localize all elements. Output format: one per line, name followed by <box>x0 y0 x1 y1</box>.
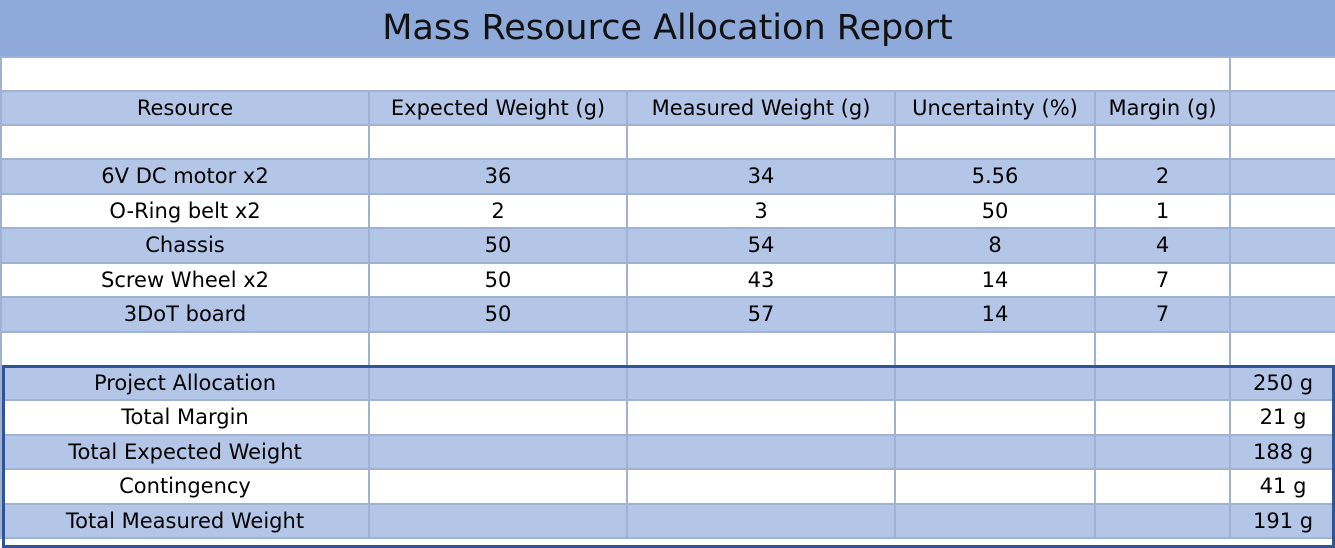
header-blank <box>1229 90 1335 126</box>
item-row: Chassis 50 54 8 4 <box>0 227 1335 264</box>
item-measured: 54 <box>626 227 896 264</box>
blank-cell <box>1093 330 1232 367</box>
item-resource: Chassis <box>0 227 370 264</box>
summary-label: Project Allocation <box>0 364 370 401</box>
item-blank <box>1229 261 1335 298</box>
summary-label: Total Expected Weight <box>0 433 370 470</box>
summary-blank <box>894 364 1096 401</box>
item-row: 3DoT board 50 57 14 7 <box>0 296 1335 333</box>
report-title-bar: Mass Resource Allocation Report <box>0 0 1335 56</box>
item-measured: 57 <box>626 296 896 333</box>
blank-cell <box>1229 56 1335 92</box>
blank-cell <box>894 330 1096 367</box>
blank-cell <box>1229 124 1335 160</box>
item-resource: 6V DC motor x2 <box>0 158 370 195</box>
summary-blank <box>626 364 896 401</box>
summary-blank <box>894 502 1096 539</box>
summary-value: 21 g <box>1229 399 1335 436</box>
item-blank <box>1229 227 1335 264</box>
blank-cell <box>0 124 370 160</box>
summary-value: 250 g <box>1229 364 1335 401</box>
report-title: Mass Resource Allocation Report <box>382 8 953 48</box>
item-blank <box>1229 192 1335 229</box>
allocation-table: Resource Expected Weight (g) Measured We… <box>0 56 1335 539</box>
item-margin: 7 <box>1093 296 1232 333</box>
summary-label: Contingency <box>0 468 370 505</box>
summary-row: Total Expected Weight 188 g <box>0 433 1335 470</box>
summary-blank <box>368 502 628 539</box>
summary-blank <box>368 468 628 505</box>
item-expected: 50 <box>368 296 628 333</box>
summary-value: 188 g <box>1229 433 1335 470</box>
item-measured: 43 <box>626 261 896 298</box>
item-margin: 4 <box>1093 227 1232 264</box>
item-blank <box>1229 296 1335 333</box>
item-resource: O-Ring belt x2 <box>0 192 370 229</box>
item-margin: 2 <box>1093 158 1232 195</box>
item-uncertainty: 14 <box>894 261 1096 298</box>
summary-blank <box>1093 468 1232 505</box>
summary-blank <box>894 468 1096 505</box>
item-uncertainty: 50 <box>894 192 1096 229</box>
blank-cell <box>626 124 896 160</box>
header-measured-weight: Measured Weight (g) <box>626 90 896 126</box>
header-expected-weight: Expected Weight (g) <box>368 90 628 126</box>
header-uncertainty: Uncertainty (%) <box>894 90 1096 126</box>
blank-cell <box>1093 124 1232 160</box>
item-blank <box>1229 158 1335 195</box>
blank-cell <box>0 56 1232 92</box>
summary-row: Contingency 41 g <box>0 468 1335 505</box>
summary-blank <box>626 399 896 436</box>
item-expected: 50 <box>368 261 628 298</box>
summary-blank <box>626 502 896 539</box>
blank-cell <box>368 124 628 160</box>
summary-blank <box>368 433 628 470</box>
item-resource: Screw Wheel x2 <box>0 261 370 298</box>
blank-row <box>0 124 1335 160</box>
summary-blank <box>1093 433 1232 470</box>
blank-cell <box>368 330 628 367</box>
item-expected: 2 <box>368 192 628 229</box>
item-measured: 34 <box>626 158 896 195</box>
summary-blank <box>1093 399 1232 436</box>
item-row: Screw Wheel x2 50 43 14 7 <box>0 261 1335 298</box>
header-row: Resource Expected Weight (g) Measured We… <box>0 90 1335 126</box>
summary-blank <box>1093 364 1232 401</box>
item-uncertainty: 14 <box>894 296 1096 333</box>
blank-row <box>0 56 1335 92</box>
item-margin: 1 <box>1093 192 1232 229</box>
summary-row: Project Allocation 250 g <box>0 364 1335 401</box>
item-expected: 50 <box>368 227 628 264</box>
item-expected: 36 <box>368 158 628 195</box>
header-margin: Margin (g) <box>1093 90 1232 126</box>
summary-value: 41 g <box>1229 468 1335 505</box>
summary-blank <box>894 433 1096 470</box>
blank-cell <box>894 124 1096 160</box>
item-resource: 3DoT board <box>0 296 370 333</box>
blank-cell <box>626 330 896 367</box>
item-measured: 3 <box>626 192 896 229</box>
summary-row: Total Measured Weight 191 g <box>0 502 1335 539</box>
header-resource: Resource <box>0 90 370 126</box>
summary-blank <box>894 399 1096 436</box>
item-row: O-Ring belt x2 2 3 50 1 <box>0 192 1335 229</box>
summary-blank <box>626 468 896 505</box>
summary-label: Total Measured Weight <box>0 502 370 539</box>
item-uncertainty: 5.56 <box>894 158 1096 195</box>
blank-row <box>0 330 1335 367</box>
blank-cell <box>1229 330 1335 367</box>
blank-cell <box>0 330 370 367</box>
summary-label: Total Margin <box>0 399 370 436</box>
summary-blank <box>368 399 628 436</box>
item-row: 6V DC motor x2 36 34 5.56 2 <box>0 158 1335 195</box>
summary-value: 191 g <box>1229 502 1335 539</box>
item-uncertainty: 8 <box>894 227 1096 264</box>
summary-blank <box>368 364 628 401</box>
summary-blank <box>626 433 896 470</box>
summary-row: Total Margin 21 g <box>0 399 1335 436</box>
item-margin: 7 <box>1093 261 1232 298</box>
summary-blank <box>1093 502 1232 539</box>
